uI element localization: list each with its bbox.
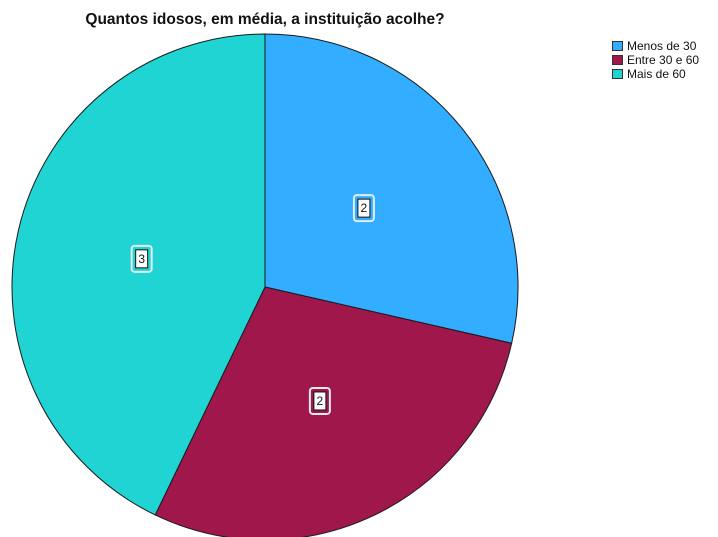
pie-slice-menos-de-30	[264, 33, 519, 344]
data-label-text: 2	[317, 394, 324, 408]
legend-label: Menos de 30	[627, 39, 697, 53]
legend-item-mais-de-60: Mais de 60	[612, 67, 699, 81]
chart-title: Quantos idosos, em média, a instituição …	[85, 11, 445, 28]
data-label: 2	[352, 194, 375, 223]
pie-slice-mais-de-60	[11, 33, 266, 516]
pie-slice-entre-30-e-60	[154, 286, 513, 537]
legend-label: Mais de 60	[627, 67, 686, 81]
data-label: 2	[308, 386, 331, 415]
legend-swatch	[612, 69, 623, 79]
data-label-text: 3	[138, 252, 145, 266]
legend-item-entre-30-e-60: Entre 30 e 60	[612, 53, 699, 67]
data-label-text: 2	[361, 201, 368, 215]
legend-swatch	[612, 55, 623, 65]
legend: Menos de 30 Entre 30 e 60 Mais de 60	[612, 39, 699, 81]
data-label: 3	[130, 244, 153, 273]
legend-item-menos-de-30: Menos de 30	[612, 39, 699, 53]
legend-label: Entre 30 e 60	[627, 53, 700, 67]
legend-swatch	[612, 41, 623, 51]
